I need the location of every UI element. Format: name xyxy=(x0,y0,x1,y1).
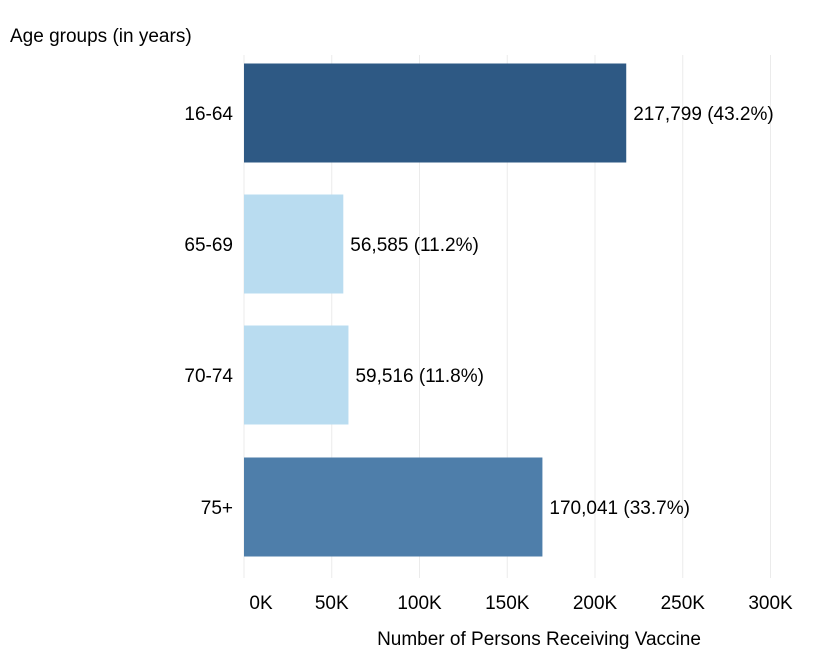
bar-75+ xyxy=(244,457,543,557)
bar-16-64 xyxy=(244,63,627,163)
data-label: 217,799 (43.2%) xyxy=(633,104,774,125)
bar-70-74 xyxy=(244,325,349,425)
data-labels: 217,799 (43.2%) 56,585 (11.2%) 59,516 (11.… xyxy=(350,104,773,519)
x-tick-label: 50K xyxy=(315,593,349,614)
data-label: 56,585 (11.2%) xyxy=(350,235,479,256)
x-tick-label: 0K xyxy=(249,593,273,614)
x-tick-labels: 0K 50K 100K 150K 200K 250K 300K xyxy=(249,593,793,614)
category-label: 70-74 xyxy=(184,366,233,387)
y-axis-title: Age groups (in years) xyxy=(10,26,192,47)
data-label: 59,516 (11.8%) xyxy=(355,366,484,387)
x-tick-label: 250K xyxy=(661,593,706,614)
category-label: 75+ xyxy=(201,498,233,519)
category-labels: 16-64 65-69 70-74 75+ xyxy=(184,104,233,519)
data-label: 170,041 (33.7%) xyxy=(549,498,690,519)
x-tick-label: 150K xyxy=(485,593,530,614)
x-tick-label: 100K xyxy=(397,593,442,614)
x-axis-title: Number of Persons Receiving Vaccine xyxy=(377,629,701,650)
bars xyxy=(244,63,627,557)
x-tick-label: 300K xyxy=(748,593,793,614)
category-label: 16-64 xyxy=(184,104,233,125)
bar-65-69 xyxy=(244,194,344,294)
category-label: 65-69 xyxy=(184,235,233,256)
x-tick-label: 200K xyxy=(573,593,618,614)
